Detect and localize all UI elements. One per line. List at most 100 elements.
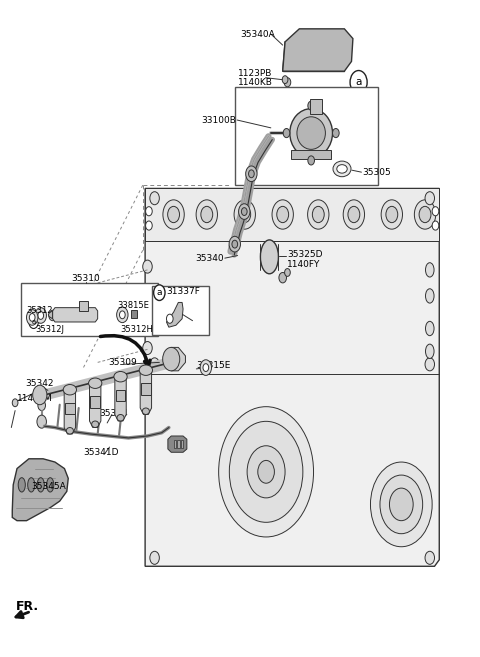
Circle shape	[29, 315, 38, 328]
Text: 35340A: 35340A	[240, 30, 275, 39]
Ellipse shape	[425, 344, 434, 359]
Ellipse shape	[163, 200, 184, 229]
Text: 35340: 35340	[195, 254, 224, 263]
Circle shape	[279, 273, 287, 283]
Circle shape	[145, 207, 152, 215]
Ellipse shape	[333, 161, 351, 177]
Bar	[141, 383, 151, 395]
Ellipse shape	[371, 462, 432, 547]
Bar	[310, 99, 322, 114]
Text: 33815E: 33815E	[118, 301, 149, 310]
Circle shape	[26, 309, 38, 325]
Bar	[145, 189, 439, 240]
Circle shape	[35, 307, 47, 323]
Circle shape	[283, 129, 290, 137]
Ellipse shape	[425, 321, 434, 336]
Bar	[180, 440, 183, 447]
Bar	[21, 283, 158, 336]
Text: FR.: FR.	[16, 600, 39, 613]
Circle shape	[229, 237, 240, 252]
Ellipse shape	[219, 407, 313, 537]
Polygon shape	[48, 311, 53, 319]
Bar	[174, 440, 176, 447]
Ellipse shape	[386, 206, 398, 223]
Ellipse shape	[348, 206, 360, 223]
Ellipse shape	[337, 165, 347, 173]
Circle shape	[143, 260, 152, 273]
Text: 35341D: 35341D	[84, 448, 119, 457]
Circle shape	[249, 170, 254, 177]
Ellipse shape	[414, 200, 436, 229]
Circle shape	[239, 204, 250, 219]
Circle shape	[432, 221, 439, 230]
Ellipse shape	[380, 475, 423, 533]
Ellipse shape	[28, 478, 35, 492]
Ellipse shape	[343, 200, 364, 229]
Text: 1123PB: 1123PB	[238, 68, 272, 78]
Ellipse shape	[114, 371, 127, 382]
Circle shape	[232, 240, 238, 248]
Ellipse shape	[272, 200, 293, 229]
Polygon shape	[168, 436, 187, 452]
Ellipse shape	[201, 206, 213, 223]
Text: 35310: 35310	[72, 275, 100, 283]
Text: a: a	[32, 319, 36, 325]
Circle shape	[350, 70, 367, 94]
Circle shape	[308, 101, 314, 110]
Circle shape	[200, 360, 212, 375]
Circle shape	[29, 313, 35, 321]
Circle shape	[425, 192, 434, 205]
Polygon shape	[53, 307, 97, 322]
Text: 1140FY: 1140FY	[288, 260, 321, 269]
Polygon shape	[12, 459, 68, 521]
Circle shape	[308, 156, 314, 165]
Text: 35309: 35309	[108, 358, 137, 367]
Ellipse shape	[381, 200, 403, 229]
Bar	[152, 286, 209, 335]
Text: 1140FM: 1140FM	[17, 394, 53, 403]
Circle shape	[333, 129, 339, 137]
Ellipse shape	[419, 206, 431, 223]
Circle shape	[49, 310, 56, 321]
Ellipse shape	[290, 108, 333, 158]
Bar	[131, 310, 137, 318]
Ellipse shape	[234, 200, 255, 229]
Bar	[178, 440, 180, 447]
Ellipse shape	[239, 206, 251, 223]
Circle shape	[143, 286, 152, 299]
Text: a: a	[355, 78, 362, 87]
Ellipse shape	[297, 117, 325, 149]
Text: 35304: 35304	[99, 409, 128, 418]
Circle shape	[145, 221, 152, 230]
Ellipse shape	[117, 415, 124, 421]
Circle shape	[38, 400, 46, 411]
Circle shape	[150, 192, 159, 205]
Text: 1140KB: 1140KB	[238, 78, 273, 87]
Ellipse shape	[117, 307, 128, 323]
Circle shape	[150, 358, 159, 371]
Circle shape	[241, 208, 247, 215]
Polygon shape	[140, 372, 152, 415]
Ellipse shape	[389, 488, 413, 521]
Text: 33815E: 33815E	[196, 361, 231, 370]
Ellipse shape	[47, 478, 54, 492]
Bar	[235, 87, 378, 185]
Circle shape	[425, 551, 434, 564]
Circle shape	[432, 207, 439, 215]
Ellipse shape	[261, 240, 278, 274]
Ellipse shape	[18, 478, 25, 492]
Text: 35345A: 35345A	[31, 482, 66, 491]
Circle shape	[425, 358, 434, 371]
Ellipse shape	[92, 421, 99, 428]
Polygon shape	[167, 302, 183, 327]
Ellipse shape	[142, 408, 149, 415]
Ellipse shape	[277, 206, 288, 223]
Circle shape	[282, 76, 288, 83]
Circle shape	[37, 415, 47, 428]
Circle shape	[246, 166, 257, 181]
Bar	[291, 150, 331, 159]
Bar	[90, 396, 100, 408]
Circle shape	[143, 315, 152, 328]
Ellipse shape	[258, 461, 275, 483]
Ellipse shape	[139, 365, 153, 375]
